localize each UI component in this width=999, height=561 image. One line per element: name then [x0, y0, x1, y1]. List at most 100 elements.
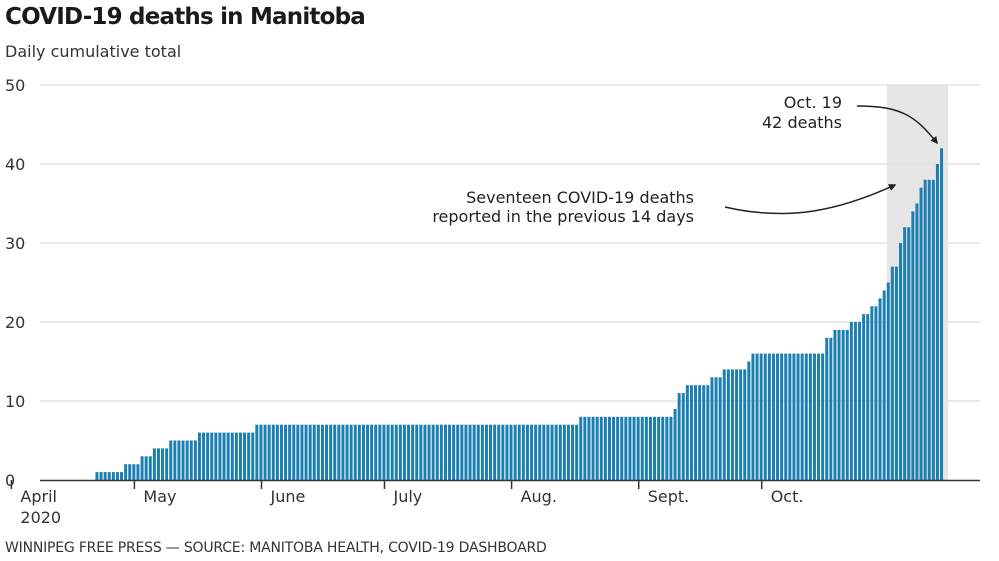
bar [431, 424, 435, 480]
bar [214, 432, 218, 480]
bar [542, 424, 546, 480]
bar [411, 424, 415, 480]
bar [136, 464, 140, 480]
bar [878, 298, 882, 480]
bar [423, 424, 427, 480]
bar [874, 306, 878, 480]
bar [304, 424, 308, 480]
bar [206, 432, 210, 480]
bar [575, 424, 579, 480]
bar [632, 416, 636, 480]
bar [587, 416, 591, 480]
bar [525, 424, 529, 480]
bar [132, 464, 136, 480]
x-tick-label: Sept. [648, 487, 690, 506]
bar [419, 424, 423, 480]
source-credit: WINNIPEG FREE PRESS — SOURCE: MANITOBA H… [5, 540, 547, 556]
bar [677, 393, 681, 480]
bar [349, 424, 353, 480]
bar [357, 424, 361, 480]
bar [845, 329, 849, 480]
bar [374, 424, 378, 480]
bar [489, 424, 493, 480]
bar [173, 440, 177, 480]
bar [468, 424, 472, 480]
bar [353, 424, 357, 480]
bar [894, 266, 898, 480]
bar [316, 424, 320, 480]
bar [456, 424, 460, 480]
y-tick-label: 0 [5, 471, 15, 490]
bar [177, 440, 181, 480]
bar [124, 464, 128, 480]
bar [333, 424, 337, 480]
bar [628, 416, 632, 480]
bar [267, 424, 271, 480]
bar [370, 424, 374, 480]
bar [546, 424, 550, 480]
bar [759, 353, 763, 480]
bar [866, 314, 870, 480]
bar [484, 424, 488, 480]
bar [505, 424, 509, 480]
bar [923, 179, 927, 481]
bar [612, 416, 616, 480]
bar [530, 424, 534, 480]
annotation-oct19-arrow [856, 105, 938, 145]
bar [144, 456, 148, 480]
bar [99, 472, 103, 480]
bar [202, 432, 206, 480]
bar [562, 424, 566, 480]
bar [792, 353, 796, 480]
bar [673, 408, 677, 480]
bar [271, 424, 275, 480]
bar [784, 353, 788, 480]
bar [702, 385, 706, 480]
bar [694, 385, 698, 480]
bar [115, 472, 119, 480]
bar [817, 353, 821, 480]
bar [128, 464, 132, 480]
bar [435, 424, 439, 480]
bar [886, 282, 890, 480]
bar [103, 472, 107, 480]
bar [497, 424, 501, 480]
bar [222, 432, 226, 480]
bar [821, 353, 825, 480]
bar [722, 369, 726, 480]
bar [185, 440, 189, 480]
bar [927, 179, 931, 481]
bar [640, 416, 644, 480]
bar [763, 353, 767, 480]
bar [550, 424, 554, 480]
bar [218, 432, 222, 480]
bar [169, 440, 173, 480]
bar [325, 424, 329, 480]
bar [448, 424, 452, 480]
bar [107, 472, 111, 480]
bar [148, 456, 152, 480]
bar [279, 424, 283, 480]
bar [509, 424, 513, 480]
bar [620, 416, 624, 480]
bar [247, 432, 251, 480]
bar [230, 432, 234, 480]
y-tick-label: 10 [5, 392, 25, 411]
bar [919, 187, 923, 480]
bar [808, 353, 812, 480]
bar [292, 424, 296, 480]
bar [300, 424, 304, 480]
bar [661, 416, 665, 480]
bar [251, 432, 255, 480]
bar [152, 448, 156, 480]
bar [284, 424, 288, 480]
bar [698, 385, 702, 480]
bar [288, 424, 292, 480]
bar [161, 448, 165, 480]
bar [452, 424, 456, 480]
y-tick-label: 50 [5, 76, 25, 95]
bar [394, 424, 398, 480]
bar [361, 424, 365, 480]
bar [858, 322, 862, 480]
bar [689, 385, 693, 480]
